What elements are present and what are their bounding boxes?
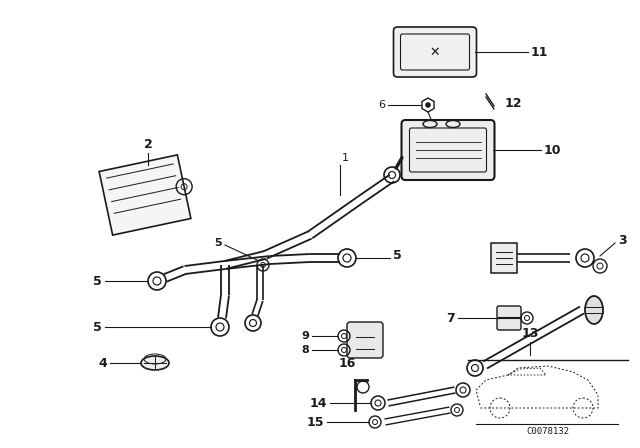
Text: 7: 7: [446, 311, 455, 324]
Text: 8: 8: [301, 345, 309, 355]
FancyBboxPatch shape: [497, 306, 521, 330]
Ellipse shape: [585, 296, 603, 324]
Text: 13: 13: [522, 327, 539, 340]
FancyBboxPatch shape: [394, 27, 477, 77]
Text: 11: 11: [531, 46, 548, 59]
FancyBboxPatch shape: [401, 120, 495, 180]
Ellipse shape: [446, 121, 460, 128]
Text: 14: 14: [310, 396, 327, 409]
Text: 9: 9: [301, 331, 309, 341]
Text: 1: 1: [342, 153, 349, 163]
FancyBboxPatch shape: [347, 322, 383, 358]
Ellipse shape: [423, 121, 437, 128]
Text: 12: 12: [505, 96, 522, 109]
Text: 5: 5: [393, 249, 402, 262]
Text: 15: 15: [307, 415, 324, 428]
Text: 5: 5: [93, 320, 102, 333]
Text: C0078132: C0078132: [527, 426, 570, 435]
Text: 6: 6: [378, 100, 385, 110]
Text: 4: 4: [99, 357, 107, 370]
Text: 5: 5: [214, 238, 222, 248]
FancyBboxPatch shape: [491, 243, 517, 273]
Text: 5: 5: [93, 275, 102, 288]
Text: 10: 10: [543, 143, 561, 156]
Text: 3: 3: [618, 233, 627, 246]
Text: ✕: ✕: [429, 46, 440, 59]
Ellipse shape: [141, 356, 169, 370]
Circle shape: [425, 102, 431, 108]
Polygon shape: [99, 155, 191, 235]
Text: 2: 2: [143, 138, 152, 151]
Text: 16: 16: [339, 357, 356, 370]
